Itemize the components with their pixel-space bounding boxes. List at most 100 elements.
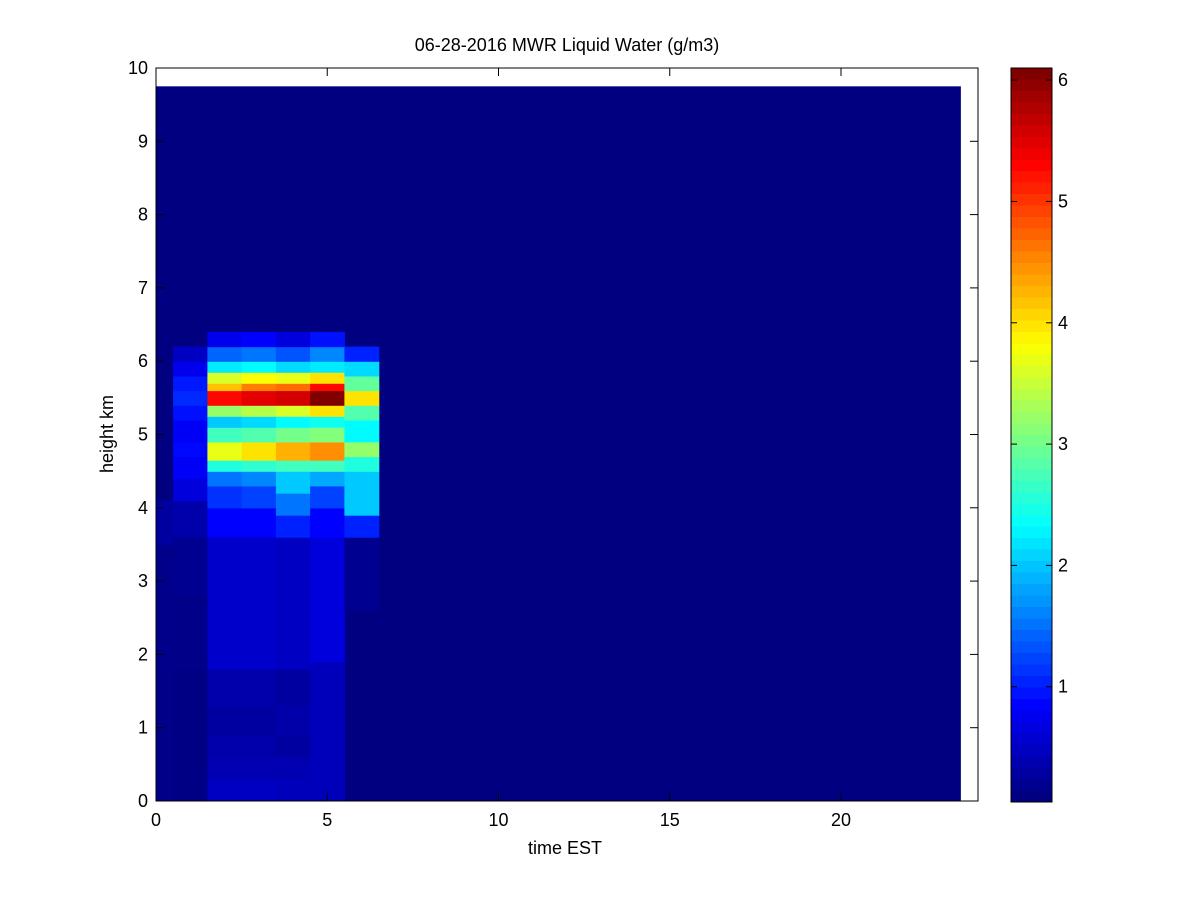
heatmap-cell xyxy=(275,372,311,384)
heatmap-cell xyxy=(310,416,345,428)
heatmap-cell xyxy=(241,416,277,428)
heatmap-cell xyxy=(207,405,243,417)
heatmap-cell xyxy=(241,372,277,384)
x-tick-label: 5 xyxy=(322,810,332,830)
heatmap-cell xyxy=(344,537,380,611)
colorbar-ticks: 1 2 3 4 5 6 xyxy=(1011,70,1068,697)
heatmap-cell xyxy=(275,757,311,780)
chart-title: 06-28-2016 MWR Liquid Water (g/m3) xyxy=(415,35,719,55)
heatmap-cell xyxy=(275,705,311,736)
heatmap-cell xyxy=(207,383,243,392)
x-tick-label: 10 xyxy=(488,810,508,830)
heatmap-cell xyxy=(173,419,208,443)
x-tick-label: 20 xyxy=(831,810,851,830)
heatmap-cell xyxy=(275,427,311,443)
heatmap-cell xyxy=(275,331,311,348)
y-axis-label: height km xyxy=(97,395,117,473)
heatmap-cell xyxy=(310,346,345,362)
colorbar-gradient xyxy=(1011,68,1052,802)
y-tick-label: 5 xyxy=(138,425,148,445)
heatmap-cell xyxy=(241,507,277,538)
heatmap-cell xyxy=(207,507,243,538)
heatmap-cell xyxy=(241,735,277,758)
heatmap-cell xyxy=(344,419,380,443)
heatmap-cell xyxy=(156,500,174,546)
heatmap-cell xyxy=(344,390,380,406)
heatmap-cell xyxy=(241,331,277,348)
heatmap-cell xyxy=(207,331,243,348)
heatmap-cell xyxy=(207,705,243,736)
y-tick-label: 10 xyxy=(128,58,148,78)
heatmap-cell xyxy=(310,471,345,487)
heatmap-cell xyxy=(275,441,311,461)
heatmap-cell xyxy=(207,390,243,406)
heatmap-cell xyxy=(241,779,277,801)
heatmap-cell xyxy=(310,427,345,443)
heatmap-cell xyxy=(207,471,243,487)
heatmap-cell xyxy=(275,515,311,538)
heatmap-cell xyxy=(173,361,208,377)
x-tick-label: 15 xyxy=(660,810,680,830)
colorbar-tick-label: 5 xyxy=(1058,191,1068,211)
heatmap-cell xyxy=(207,735,243,758)
heatmap-cell xyxy=(156,544,174,670)
heatmap-cell xyxy=(275,390,311,406)
heatmap-cell xyxy=(275,537,311,670)
heatmap-cell xyxy=(344,346,380,362)
heatmap-cell xyxy=(207,372,243,384)
y-tick-label: 2 xyxy=(138,644,148,664)
heatmap-cell xyxy=(310,661,345,801)
heatmap-cell xyxy=(275,405,311,417)
heatmap-cell xyxy=(310,405,345,417)
heatmap-cell xyxy=(207,779,243,801)
heatmap-cell xyxy=(173,537,208,597)
heatmap-cell xyxy=(173,441,208,458)
heatmap-cell xyxy=(241,669,277,707)
heatmap-cell xyxy=(173,405,208,421)
heatmap-cell xyxy=(241,346,277,362)
heatmap-cell xyxy=(207,441,243,461)
heatmap-cell xyxy=(310,537,345,663)
heatmap-cell xyxy=(207,485,243,509)
heatmap-cell xyxy=(207,757,243,780)
colorbar-tick-label: 2 xyxy=(1058,555,1068,575)
heatmap-cell xyxy=(156,669,174,801)
heatmap-cell xyxy=(173,500,208,538)
heatmap-cell xyxy=(207,416,243,428)
heatmap-cell xyxy=(310,361,345,373)
heatmap-cell xyxy=(173,346,208,362)
y-tick-label: 1 xyxy=(138,718,148,738)
heatmap-cell xyxy=(241,757,277,780)
colorbar-frame xyxy=(1010,67,1053,803)
heatmap-cell xyxy=(344,515,380,538)
heatmap-cell xyxy=(207,537,243,670)
heatmap-cell xyxy=(241,705,277,736)
heatmap-cell xyxy=(173,390,208,406)
heatmap-cell xyxy=(241,390,277,406)
heatmap-cell xyxy=(207,361,243,373)
heatmap-cell xyxy=(275,361,311,373)
heatmap-cell xyxy=(310,372,345,384)
heatmap-cell xyxy=(207,669,243,707)
heatmap-cell xyxy=(275,493,311,516)
heatmap-cell xyxy=(344,375,380,392)
heatmap-cell xyxy=(241,460,277,472)
heatmap-cell xyxy=(310,485,345,509)
heatmap-cell xyxy=(207,427,243,443)
heatmap-cells xyxy=(156,86,961,801)
heatmap-cell xyxy=(241,471,277,487)
heatmap-cell xyxy=(173,478,208,502)
heatmap-cell xyxy=(275,779,311,801)
heatmap-cell xyxy=(344,405,380,421)
heatmap-cell xyxy=(275,383,311,392)
heatmap-cell xyxy=(241,441,277,461)
heatmap-cell xyxy=(241,537,277,670)
heatmap-cell xyxy=(173,669,208,801)
heatmap-cell xyxy=(344,361,380,377)
colorbar: 1 2 3 4 5 6 xyxy=(1010,67,1068,803)
colorbar-tick-label: 4 xyxy=(1058,313,1068,333)
x-axis-ticks: 0 5 10 15 20 xyxy=(151,68,851,830)
heatmap-cell xyxy=(241,383,277,392)
y-tick-label: 7 xyxy=(138,278,148,298)
